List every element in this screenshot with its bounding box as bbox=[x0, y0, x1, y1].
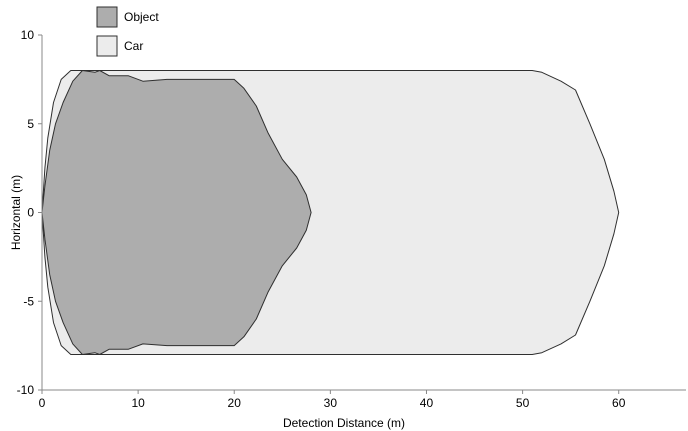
x-tick-label: 60 bbox=[612, 396, 626, 410]
y-axis-ticks: 10 5 0 -5 -10 bbox=[17, 28, 42, 397]
legend-swatch-car bbox=[96, 35, 118, 57]
x-tick-label: 40 bbox=[420, 396, 434, 410]
x-tick-label: 10 bbox=[131, 396, 145, 410]
y-tick-label: 0 bbox=[27, 206, 34, 220]
y-tick-label: 5 bbox=[27, 117, 34, 131]
x-axis-title: Detection Distance (m) bbox=[283, 416, 405, 430]
x-axis-ticks: 0 10 20 30 40 50 60 bbox=[39, 390, 626, 410]
x-tick-label: 0 bbox=[39, 396, 46, 410]
legend-label-object: Object bbox=[124, 10, 159, 24]
x-tick-label: 20 bbox=[228, 396, 242, 410]
x-tick-label: 30 bbox=[324, 396, 338, 410]
y-tick-label: 10 bbox=[21, 28, 35, 42]
legend: Object Car bbox=[96, 6, 159, 57]
series-areas bbox=[41, 70, 620, 355]
legend-label-car: Car bbox=[124, 39, 143, 53]
y-tick-label: -5 bbox=[23, 294, 34, 308]
y-axis-title: Horizontal (m) bbox=[9, 175, 23, 250]
y-tick-label: -10 bbox=[17, 383, 35, 397]
area-object bbox=[41, 70, 312, 355]
legend-swatch-object bbox=[96, 6, 118, 28]
x-tick-label: 50 bbox=[516, 396, 530, 410]
